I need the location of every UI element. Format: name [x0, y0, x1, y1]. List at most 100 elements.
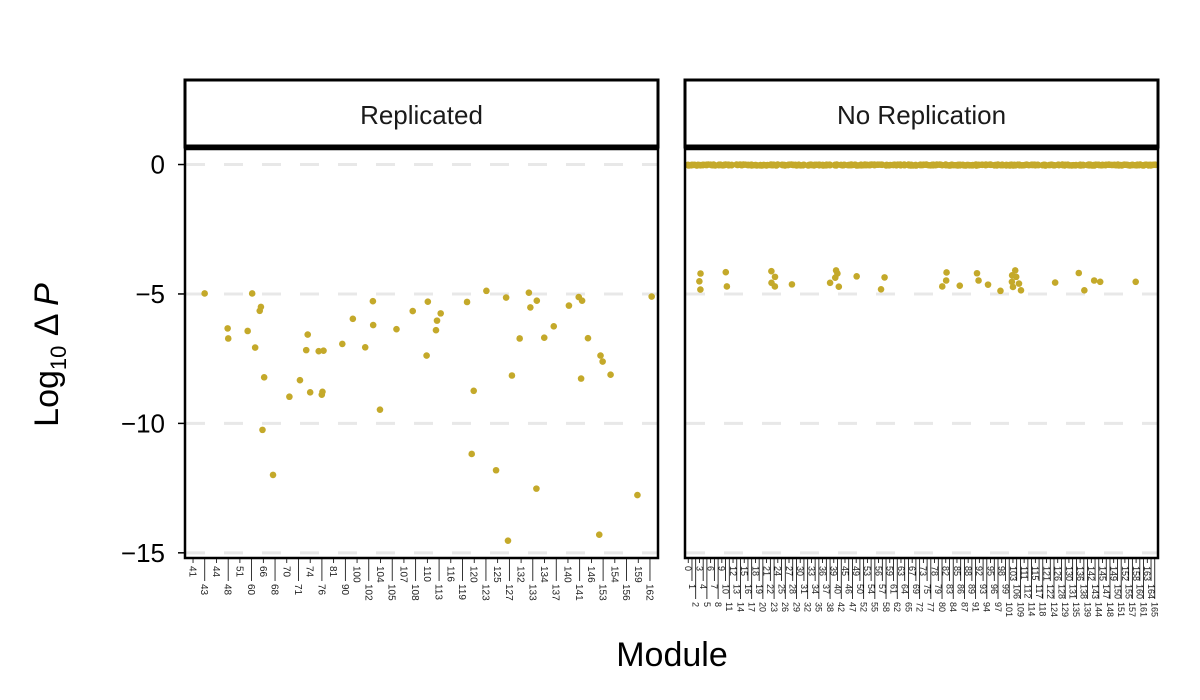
data-point: [437, 310, 444, 317]
x-tick-label: 14: [735, 602, 745, 612]
x-tick-label: 31: [799, 584, 809, 594]
panel-border: [683, 147, 1160, 560]
data-point: [997, 287, 1004, 295]
x-tick-label: 130: [1064, 566, 1074, 581]
x-tick-label: 119: [456, 584, 467, 600]
x-tick-label: 36: [817, 566, 827, 576]
x-tick-label: 51: [233, 566, 244, 578]
x-tick-label: 42: [836, 602, 846, 612]
x-tick-label: 71: [292, 584, 303, 596]
x-tick-label: 97: [993, 602, 1003, 612]
data-point: [224, 335, 232, 342]
y-axis: 0 −5 −10 −15: [121, 150, 185, 568]
x-tick-label: 10: [720, 584, 730, 594]
x-tick-label: 70: [280, 566, 291, 578]
x-tick-label: 63: [896, 566, 906, 576]
x-tick-label: 67: [907, 566, 917, 576]
data-point: [504, 537, 512, 544]
data-point: [577, 375, 585, 382]
x-tick-label: 84: [948, 602, 958, 612]
data-point: [463, 298, 471, 306]
x-tick-label: 2: [691, 602, 701, 607]
x-tick-label: 129: [1060, 602, 1070, 617]
data-point: [788, 281, 796, 288]
x-tick-label: 37: [821, 584, 831, 594]
data-point: [468, 450, 476, 458]
data-point: [648, 293, 655, 300]
x-tick-label: 16: [743, 584, 753, 594]
x-tick-label: 103: [1008, 566, 1018, 581]
x-tick-label: 41: [187, 566, 198, 578]
x-tick-label: 141: [573, 584, 584, 601]
data-point: [296, 376, 304, 384]
x-tick-label: 120: [468, 566, 479, 583]
x-tick-label: 161: [1138, 602, 1148, 617]
data-point: [320, 347, 327, 354]
data-point: [1096, 278, 1104, 286]
data-point: [975, 277, 982, 284]
x-tick-label: 24: [773, 566, 783, 576]
x-tick-label: 72: [914, 602, 924, 612]
x-tick-label: 19: [754, 584, 764, 594]
x-tick-label: 138: [1079, 584, 1089, 599]
x-tick-label: 160: [1135, 584, 1145, 599]
data-point: [516, 335, 523, 342]
x-tick-label: 48: [222, 584, 233, 596]
x-tick-label: 27: [784, 566, 794, 576]
y-axis-title: Log10 Δ P: [28, 283, 71, 427]
data-point: [1090, 277, 1098, 284]
data-point: [393, 325, 400, 333]
x-tick-label: 57: [877, 584, 887, 594]
data-point: [826, 279, 834, 287]
data-point: [597, 352, 604, 359]
data-point: [771, 283, 779, 290]
x-tick-label: 28: [788, 584, 798, 594]
data-point: [502, 294, 510, 301]
data-point: [286, 393, 293, 401]
data-point: [599, 358, 606, 365]
data-point: [984, 281, 992, 288]
x-tick-label: 91: [970, 602, 980, 612]
x-tick-label: 98: [997, 566, 1007, 576]
x-tick-label: 102: [362, 584, 373, 601]
x-tick-label: 38: [825, 602, 835, 612]
data-point: [369, 321, 377, 329]
data-point: [1075, 269, 1083, 277]
y-tick-label: −10: [121, 408, 165, 438]
data-point: [433, 317, 441, 324]
x-tick-label: 111: [1019, 566, 1029, 580]
x-tick-label: 30: [795, 566, 805, 576]
x-tick-label: 13: [732, 584, 742, 594]
data-point: [825, 161, 833, 169]
data-point: [722, 268, 730, 276]
x-tick-label: 22: [765, 584, 775, 594]
data-point: [634, 491, 641, 499]
x-tick-label: 121: [1041, 566, 1051, 581]
x-tick-label: 85: [952, 566, 962, 576]
data-point: [306, 389, 314, 396]
x-tick-label: 49: [851, 566, 861, 576]
x-tick-label: 133: [526, 584, 537, 601]
x-tick-label: 106: [1012, 584, 1022, 599]
x-tick-label: 65: [903, 602, 913, 612]
data-point: [1081, 287, 1088, 294]
data-point: [877, 286, 885, 293]
x-tick-label: 47: [847, 602, 857, 612]
data-point: [533, 485, 540, 492]
data-point: [565, 302, 573, 309]
x-tick-label: 21: [761, 566, 771, 576]
x-tick-label: 136: [1075, 566, 1085, 581]
data-point: [697, 286, 704, 293]
x-tick-label: 143: [1090, 584, 1100, 599]
data-point: [834, 270, 841, 277]
x-tick-label: 15: [739, 566, 749, 576]
data-point: [595, 531, 603, 539]
x-tick-label: 89: [967, 584, 977, 594]
data-point: [1017, 287, 1025, 294]
data-point: [470, 387, 478, 395]
data-point: [349, 315, 357, 323]
x-tick-label: 148: [1105, 602, 1115, 617]
data-point: [956, 282, 964, 289]
x-tick-label: 104: [374, 566, 385, 583]
